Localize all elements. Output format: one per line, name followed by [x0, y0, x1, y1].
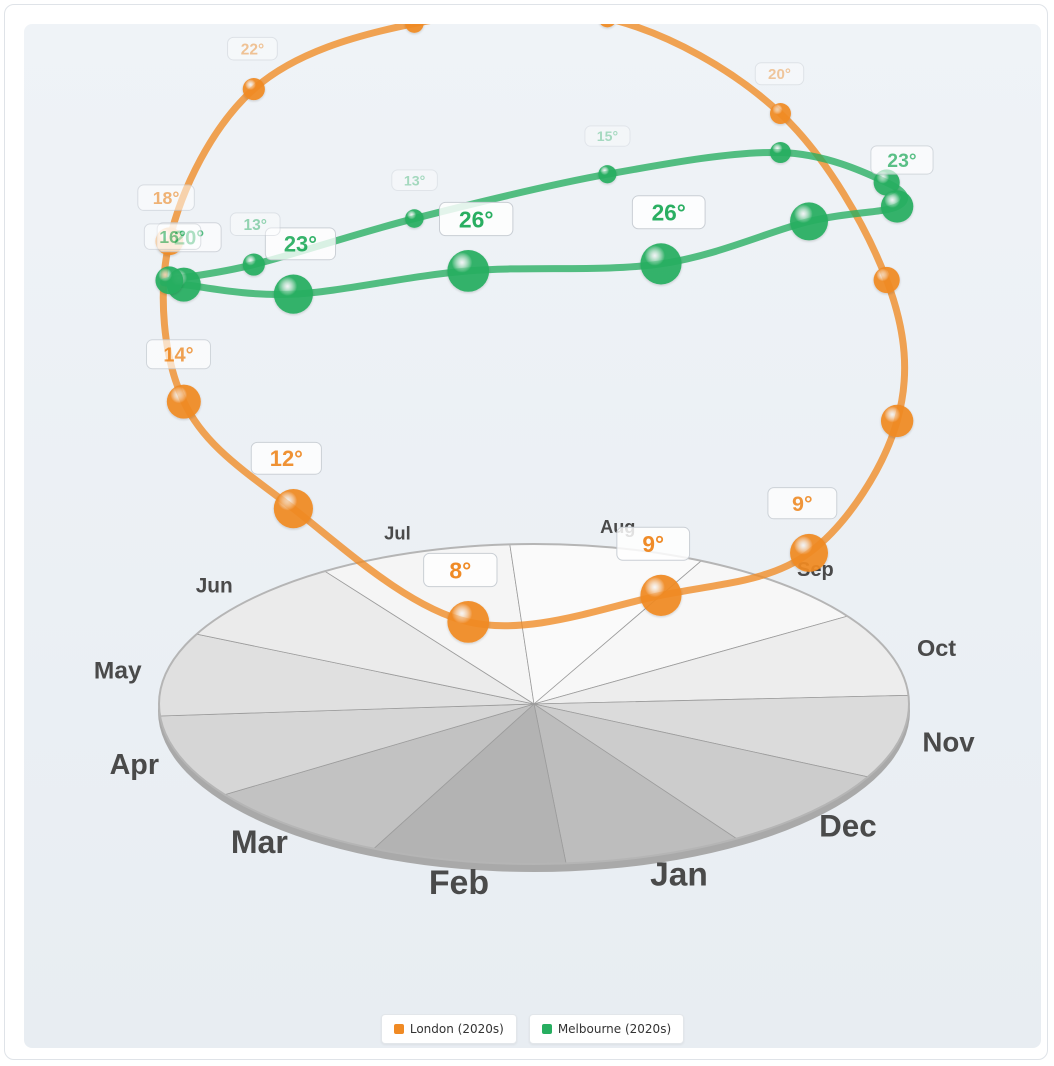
month-label-apr: Apr: [110, 749, 159, 781]
value-label: 26°: [439, 201, 514, 237]
series-melbourne: [155, 142, 914, 314]
data-point-mar[interactable]: [273, 489, 313, 529]
legend-item-london[interactable]: London (2020s): [380, 1014, 517, 1044]
data-point-oct[interactable]: [873, 266, 900, 294]
svg-text:26°: 26°: [459, 206, 494, 232]
data-point-jul[interactable]: [405, 24, 424, 33]
data-point-sep[interactable]: [769, 103, 791, 125]
value-label: 26°: [631, 195, 706, 230]
value-label: 22°: [227, 36, 278, 61]
legend-swatch-london: [393, 1024, 404, 1034]
month-label-may: May: [94, 658, 142, 685]
value-label: 13°: [391, 169, 438, 192]
value-label: 15°: [584, 125, 631, 147]
value-labels-melbourne: 26°26°23°20°16°13°13°15°23°: [143, 125, 934, 261]
data-point-feb[interactable]: [447, 249, 490, 292]
value-label: 9°: [767, 487, 838, 520]
data-point-apr[interactable]: [166, 384, 201, 419]
value-label: 23°: [264, 227, 337, 261]
svg-text:14°: 14°: [163, 344, 193, 366]
base-disc: [158, 543, 910, 872]
svg-text:13°: 13°: [243, 217, 266, 234]
svg-text:15°: 15°: [597, 128, 619, 144]
legend-label-london: London (2020s): [409, 1022, 504, 1036]
svg-text:12°: 12°: [270, 446, 303, 471]
value-label: 23°: [870, 145, 934, 175]
data-point-aug[interactable]: [598, 165, 617, 184]
month-label-nov: Nov: [922, 726, 975, 757]
svg-text:9°: 9°: [642, 531, 664, 557]
legend-item-melbourne[interactable]: Melbourne (2020s): [528, 1014, 685, 1044]
month-label-mar: Mar: [231, 824, 288, 860]
data-point-dec[interactable]: [790, 202, 829, 241]
data-point-dec[interactable]: [790, 533, 829, 572]
data-point-jan[interactable]: [640, 574, 682, 616]
data-point-may[interactable]: [155, 266, 184, 295]
data-point-jun[interactable]: [242, 253, 265, 276]
value-labels-london: 9°8°12°14°18°22°23°23°20°9°: [137, 36, 838, 588]
data-point-mar[interactable]: [273, 274, 313, 314]
chart-svg[interactable]: JanFebMarAprMayJunJulAugSepOctNovDec9°8°…: [24, 24, 1041, 1014]
svg-text:23°: 23°: [887, 150, 916, 172]
month-label-jun: Jun: [196, 575, 233, 598]
chart-canvas: JanFebMarAprMayJunJulAugSepOctNovDec9°8°…: [24, 24, 1041, 1048]
value-label: 20°: [754, 62, 805, 86]
legend-label-melbourne: Melbourne (2020s): [557, 1022, 672, 1036]
value-label: 16°: [143, 223, 202, 250]
data-point-jun[interactable]: [242, 77, 265, 101]
data-point-oct[interactable]: [873, 169, 900, 196]
data-point-jul[interactable]: [405, 209, 424, 228]
data-point-aug[interactable]: [598, 24, 616, 28]
svg-text:8°: 8°: [449, 557, 471, 583]
month-label-jan: Jan: [650, 857, 708, 894]
value-label: 13°: [229, 212, 281, 236]
data-point-nov[interactable]: [880, 190, 914, 223]
series-line-london: [159, 24, 909, 630]
legend-swatch-melbourne: [541, 1024, 552, 1034]
svg-text:22°: 22°: [241, 41, 264, 58]
svg-text:9°: 9°: [792, 492, 813, 516]
svg-text:16°: 16°: [159, 227, 186, 247]
value-label: 12°: [250, 441, 322, 475]
value-label: 8°: [423, 552, 498, 588]
data-point-feb[interactable]: [447, 600, 490, 643]
svg-text:23°: 23°: [284, 232, 317, 257]
value-label: 18°: [137, 184, 195, 211]
chart-frame: JanFebMarAprMayJunJulAugSepOctNovDec9°8°…: [4, 4, 1048, 1060]
legend: London (2020s) Melbourne (2020s): [24, 1014, 1041, 1048]
month-labels: JanFebMarAprMayJunJulAugSepOctNovDec: [94, 517, 975, 902]
svg-text:26°: 26°: [652, 199, 686, 225]
svg-text:20°: 20°: [768, 66, 791, 83]
month-label-jul: Jul: [384, 522, 411, 543]
data-point-sep[interactable]: [769, 142, 791, 164]
data-point-jan[interactable]: [640, 243, 682, 285]
data-point-nov[interactable]: [880, 404, 914, 438]
svg-text:18°: 18°: [153, 188, 180, 208]
svg-text:13°: 13°: [404, 173, 426, 189]
value-label: 9°: [616, 526, 691, 561]
month-label-dec: Dec: [819, 808, 877, 843]
value-label: 14°: [146, 339, 211, 370]
month-label-oct: Oct: [917, 635, 956, 661]
month-label-feb: Feb: [429, 864, 489, 902]
